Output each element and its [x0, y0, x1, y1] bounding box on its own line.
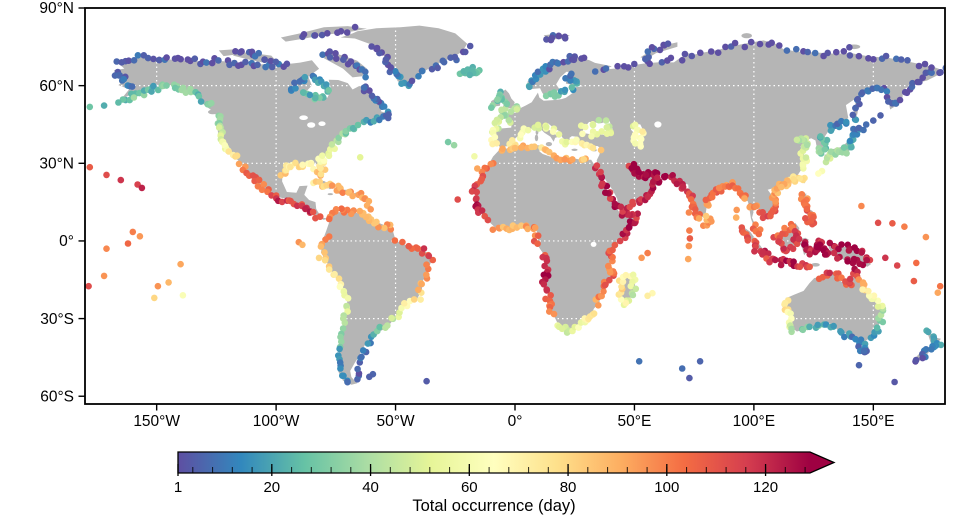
- y-tick-label: 90°N: [39, 0, 74, 17]
- lake: [307, 122, 316, 128]
- x-tick-label: 150°W: [133, 413, 180, 430]
- island: [571, 148, 578, 151]
- colorbar: 1 20 40 60 80 100 120: [174, 451, 836, 496]
- colorbar-title: Total occurrence (day): [412, 497, 575, 515]
- y-axis: 90°N 60°N 30°N 0° 30°S 60°S: [39, 0, 85, 405]
- scatter-dots-layer: [85, 23, 945, 386]
- island: [811, 263, 820, 267]
- colorbar-arrow: [810, 452, 834, 473]
- y-tick-label: 60°S: [40, 388, 74, 405]
- island: [545, 142, 553, 147]
- island: [534, 134, 539, 142]
- landmass: [113, 56, 383, 220]
- y-tick-label: 30°S: [40, 311, 74, 328]
- x-tick-label: 50°W: [377, 413, 415, 430]
- landmass: [474, 144, 638, 332]
- colorbar-tick-label: 100: [654, 479, 679, 496]
- colorbar-tick-label: 1: [174, 479, 182, 496]
- island: [208, 109, 218, 115]
- x-tick-label: 0°: [508, 413, 523, 430]
- x-tick-label: 100°W: [253, 413, 300, 430]
- x-tick-label: 50°E: [618, 413, 652, 430]
- lake: [299, 115, 308, 120]
- lake: [654, 121, 662, 128]
- colorbar-gradient: [178, 452, 810, 473]
- colorbar-tick-label: 40: [362, 479, 379, 496]
- landmass: [321, 208, 432, 385]
- island: [741, 33, 752, 39]
- x-tick-label: 150°E: [852, 413, 894, 430]
- colorbar-tick-label: 60: [461, 479, 478, 496]
- lake: [318, 121, 326, 126]
- y-tick-label: 30°N: [39, 155, 74, 172]
- lake: [590, 241, 597, 247]
- island: [327, 193, 333, 196]
- landmass: [340, 25, 468, 86]
- colorbar-tick-label: 120: [753, 479, 778, 496]
- colorbar-tick-label: 20: [263, 479, 280, 496]
- colorbar-tick-label: 80: [560, 479, 577, 496]
- x-axis: 150°W 100°W 50°W 0° 50°E 100°E 150°E: [133, 404, 895, 430]
- landmass: [492, 40, 944, 237]
- y-tick-label: 60°N: [39, 78, 74, 95]
- continents-layer: [113, 25, 944, 385]
- x-tick-label: 100°E: [733, 413, 775, 430]
- y-tick-label: 0°: [59, 233, 74, 250]
